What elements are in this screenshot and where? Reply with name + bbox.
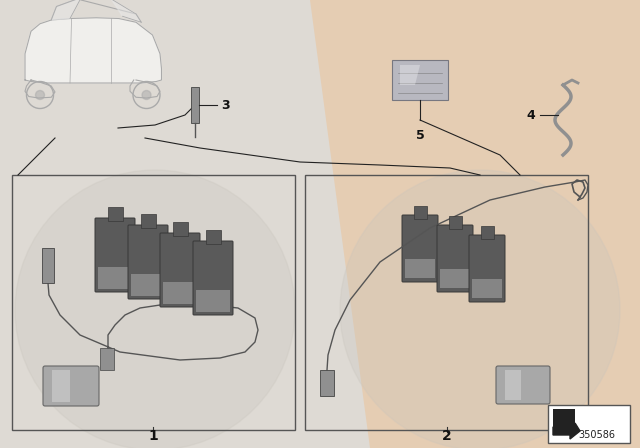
Polygon shape (25, 18, 161, 83)
FancyBboxPatch shape (496, 366, 550, 404)
FancyBboxPatch shape (437, 225, 473, 292)
Circle shape (35, 90, 45, 99)
Polygon shape (392, 60, 448, 100)
FancyBboxPatch shape (43, 366, 99, 406)
FancyBboxPatch shape (95, 218, 135, 292)
Polygon shape (51, 0, 81, 20)
Text: 350586: 350586 (579, 430, 616, 440)
FancyBboxPatch shape (160, 233, 200, 307)
Bar (12, 175, 295, 430)
Bar (414, 206, 427, 219)
Bar (481, 226, 494, 239)
Bar (440, 269, 470, 288)
Bar (131, 274, 165, 296)
Bar (98, 267, 132, 289)
Bar (191, 87, 199, 123)
FancyBboxPatch shape (402, 215, 438, 282)
Bar (42, 248, 54, 283)
Polygon shape (111, 0, 141, 22)
Bar (472, 279, 502, 298)
Text: 4: 4 (526, 108, 535, 121)
Bar (320, 370, 334, 396)
Bar (196, 290, 230, 312)
Circle shape (142, 90, 151, 99)
Bar (449, 216, 462, 229)
Bar (173, 222, 188, 236)
Circle shape (15, 170, 295, 448)
Bar (305, 175, 588, 430)
Text: 1: 1 (148, 429, 158, 443)
Bar (100, 348, 114, 370)
FancyBboxPatch shape (128, 225, 168, 299)
Bar (505, 370, 521, 400)
Bar (553, 409, 575, 427)
Bar (548, 405, 630, 443)
Bar (108, 207, 123, 221)
FancyBboxPatch shape (469, 235, 505, 302)
Polygon shape (310, 0, 640, 448)
Bar (206, 230, 221, 244)
Text: 2: 2 (442, 429, 452, 443)
Bar (52, 370, 70, 402)
Bar (163, 282, 197, 304)
Text: 5: 5 (415, 129, 424, 142)
Text: 3: 3 (221, 99, 230, 112)
Circle shape (340, 170, 620, 448)
Polygon shape (400, 65, 420, 85)
Polygon shape (553, 423, 580, 439)
Bar (141, 214, 156, 228)
FancyBboxPatch shape (193, 241, 233, 315)
Bar (405, 259, 435, 278)
